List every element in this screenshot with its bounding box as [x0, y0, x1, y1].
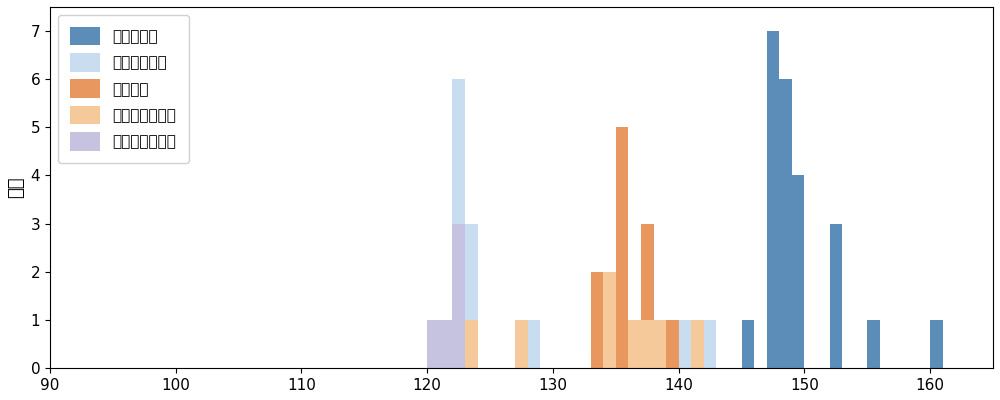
Bar [767, 30, 779, 368]
Bar [679, 320, 691, 368]
Legend: ストレート, カットボール, フォーク, チェンジアップ, ナックルカーブ: ストレート, カットボール, フォーク, チェンジアップ, ナックルカーブ [58, 14, 189, 163]
Bar [654, 320, 666, 368]
Bar [867, 320, 880, 368]
Bar [515, 320, 528, 368]
Bar [628, 320, 641, 368]
Bar [792, 175, 804, 368]
Y-axis label: 球数: 球数 [7, 177, 25, 198]
Bar [641, 320, 654, 368]
Bar [465, 224, 478, 368]
Bar [704, 320, 716, 368]
Bar [452, 272, 465, 368]
Bar [452, 79, 465, 368]
Bar [452, 224, 465, 368]
Bar [427, 320, 440, 368]
Bar [603, 272, 616, 368]
Bar [654, 320, 666, 368]
Bar [742, 320, 754, 368]
Bar [641, 224, 654, 368]
Bar [452, 320, 465, 368]
Bar [616, 127, 628, 368]
Bar [528, 320, 540, 368]
Bar [930, 320, 943, 368]
Bar [691, 320, 704, 368]
Bar [465, 320, 478, 368]
Bar [830, 224, 842, 368]
Bar [666, 320, 679, 368]
Bar [440, 320, 452, 368]
Bar [591, 272, 603, 368]
Bar [779, 79, 792, 368]
